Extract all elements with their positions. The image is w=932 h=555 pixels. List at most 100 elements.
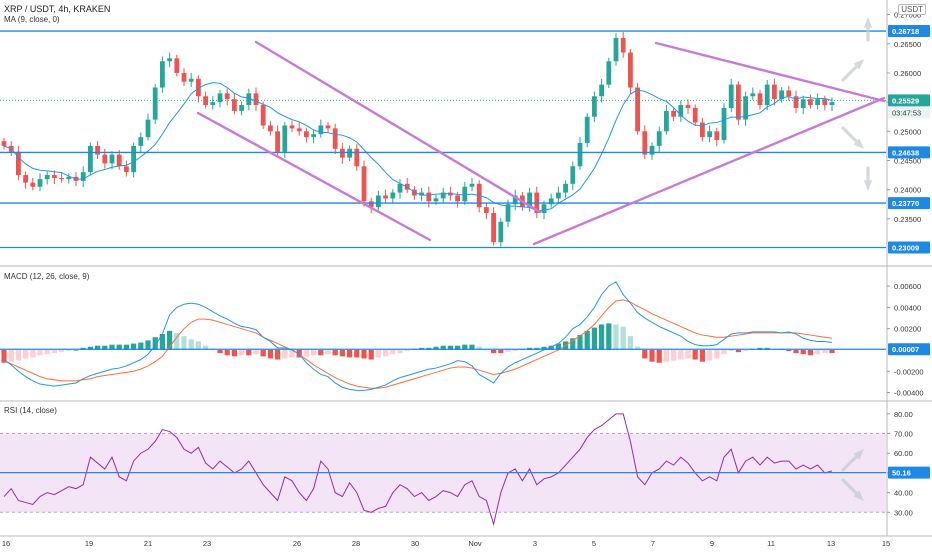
macd-histogram-bar <box>692 349 698 360</box>
price-level-badge <box>888 197 930 210</box>
candle-body <box>800 99 806 108</box>
macd-histogram-bar <box>246 349 252 356</box>
macd-histogram-bar <box>87 346 93 350</box>
macd-value-badge <box>888 343 930 356</box>
macd-histogram-bar <box>311 349 317 356</box>
candle-body <box>332 128 338 149</box>
time-axis-label: 21 <box>144 539 152 548</box>
candle-body <box>246 93 252 106</box>
candle-body <box>383 195 388 199</box>
macd-histogram-bar <box>95 345 101 350</box>
candle-body <box>736 84 741 120</box>
macd-histogram-bar <box>807 349 813 356</box>
macd-histogram-bar <box>8 349 14 362</box>
macd-histogram-bar <box>397 349 403 354</box>
macd-indicator-label: MACD (12, 26, close, 9) <box>4 272 90 281</box>
candle-body <box>649 145 655 155</box>
macd-histogram-bar <box>577 335 583 350</box>
price-level-badge <box>888 25 930 38</box>
macd-histogram-bar <box>267 349 273 359</box>
arrow-up-right-icon <box>841 449 864 472</box>
candle-body <box>556 192 561 199</box>
axis-tick-label: 0.25000 <box>894 127 921 136</box>
candle-body <box>196 78 201 97</box>
candle-body <box>30 182 36 187</box>
candle-body <box>484 207 489 213</box>
macd-histogram-bar <box>347 349 353 358</box>
currency-badge[interactable]: USDT <box>898 4 926 15</box>
candle-body <box>512 195 518 205</box>
macd-histogram-bar <box>275 349 281 360</box>
arrow-head <box>863 180 873 191</box>
time-axis-label: 19 <box>85 539 93 548</box>
macd-histogram-bar <box>15 349 21 361</box>
candle-body <box>1 141 7 146</box>
macd-histogram-bar <box>447 345 453 350</box>
candle-body <box>181 72 187 82</box>
candle-body <box>340 148 345 158</box>
arrow-down-right-icon <box>841 126 864 149</box>
macd-histogram-bar <box>59 349 65 353</box>
macd-histogram-bar <box>116 344 122 350</box>
arrow-up-right-icon <box>841 59 864 82</box>
candle-body <box>426 192 432 202</box>
macd-histogram-bar <box>361 349 367 359</box>
axis-tick-label: 40.00 <box>894 489 913 498</box>
macd-histogram-bar <box>217 349 223 354</box>
candle-body <box>44 175 50 180</box>
macd-histogram-bar <box>591 327 597 350</box>
candle-body <box>368 201 374 208</box>
time-axis-label: 9 <box>710 539 714 548</box>
candle-body <box>390 192 396 199</box>
candle-body <box>678 105 684 117</box>
macd-histogram-bar <box>728 349 734 352</box>
candle-body <box>613 37 619 62</box>
macd-histogram-bar <box>239 349 245 356</box>
macd-histogram-bar <box>714 349 720 359</box>
macd-histogram-bar <box>642 349 648 359</box>
candle-body <box>116 154 122 167</box>
candle-body <box>829 102 835 106</box>
candle-body <box>16 151 21 176</box>
candle-body <box>289 125 295 129</box>
symbol-title: XRP / USDT, 4h, KRAKEN <box>4 4 111 14</box>
candle-body <box>714 131 720 141</box>
candle-body <box>160 61 165 88</box>
macd-histogram-bar <box>51 349 57 354</box>
candle-body <box>361 166 367 202</box>
axis-tick-label: -0.00200 <box>894 367 924 376</box>
time-axis-label: 11 <box>767 539 775 548</box>
macd-histogram-bar <box>339 349 345 357</box>
macd-histogram-bar <box>743 349 749 352</box>
candle-body <box>440 192 446 199</box>
candle-body <box>606 61 612 85</box>
price-level-label: 0.23770 <box>892 199 919 208</box>
macd-histogram-bar <box>440 345 446 350</box>
macd-histogram-bar <box>354 349 360 358</box>
axis-tick-label: 60.00 <box>894 449 913 458</box>
rsi-indicator-label: RSI (14, close) <box>4 406 57 415</box>
macd-line <box>3 281 833 391</box>
macd-histogram-bar <box>699 349 705 362</box>
candle-body <box>527 192 532 208</box>
candle-body <box>584 116 590 143</box>
candle-body <box>419 192 424 196</box>
arrow-shaft <box>841 126 861 146</box>
candle-body <box>570 166 576 184</box>
arrow-head <box>853 138 864 149</box>
macd-value-label: 0.00007 <box>892 345 919 354</box>
trendline-channel-bottom <box>196 111 432 242</box>
candle-body <box>318 125 324 135</box>
candle-body <box>671 110 676 117</box>
time-axis-label: 3 <box>533 539 537 548</box>
arrow-head <box>853 449 864 460</box>
candle-body <box>37 179 43 187</box>
candle-body <box>433 198 439 202</box>
macd-histogram-bar <box>469 344 475 350</box>
candle-body <box>145 119 151 138</box>
macd-histogram-bar <box>390 349 396 355</box>
macd-histogram-bar <box>138 342 144 350</box>
candle-body <box>95 145 100 155</box>
candle-body <box>728 84 734 108</box>
